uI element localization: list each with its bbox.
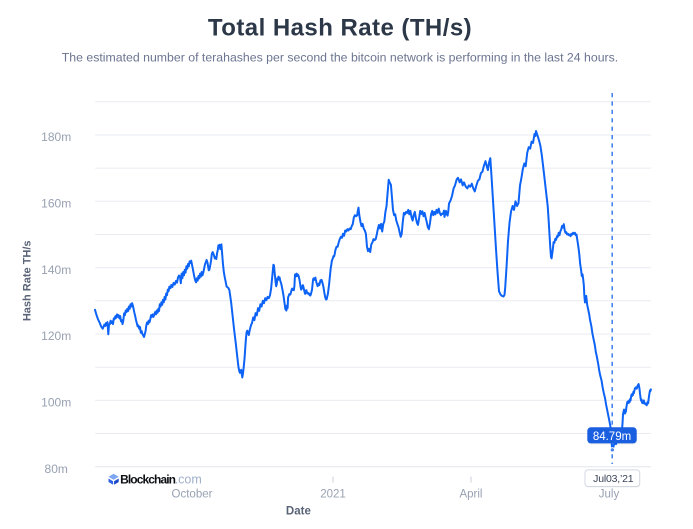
svg-text:2021: 2021	[320, 489, 346, 501]
svg-text:140m: 140m	[41, 263, 71, 277]
svg-text:Total Hash Rate (TH/s): Total Hash Rate (TH/s)	[208, 15, 472, 42]
svg-text:October: October	[172, 489, 213, 501]
svg-text:July: July	[599, 489, 620, 501]
svg-text:160m: 160m	[41, 196, 71, 210]
svg-text:Jul03,’21: Jul03,’21	[593, 473, 634, 485]
svg-text:100m: 100m	[41, 396, 71, 410]
svg-text:120m: 120m	[41, 329, 71, 343]
svg-text:80m: 80m	[45, 462, 68, 476]
svg-text:April: April	[459, 489, 482, 501]
svg-text:The estimated number of teraha: The estimated number of terahashes per s…	[62, 51, 618, 65]
svg-text:Date: Date	[286, 506, 311, 518]
svg-text:Blockchain: Blockchain	[120, 473, 176, 487]
svg-text:180m: 180m	[41, 130, 71, 144]
svg-text:84.79m: 84.79m	[593, 431, 631, 443]
svg-text:Hash Rate TH/s: Hash Rate TH/s	[22, 240, 34, 321]
svg-text:.com: .com	[175, 473, 202, 487]
